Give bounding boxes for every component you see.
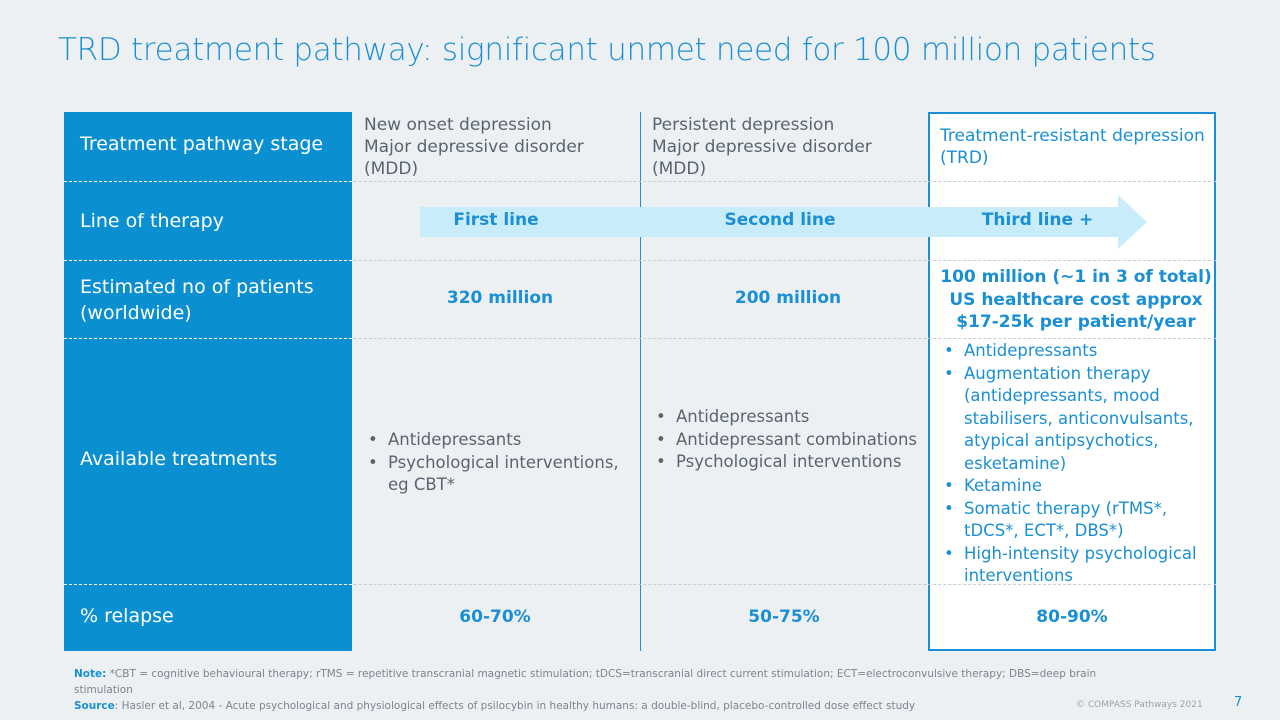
stage-persistent: Persistent depression Major depressive d…	[652, 114, 872, 180]
row-divider	[64, 260, 352, 261]
row-divider	[64, 584, 352, 585]
row-label-patients: Estimated no of patients (worldwide)	[80, 276, 314, 324]
relapse-trd: 80-90%	[1036, 607, 1108, 627]
stage-line: Persistent depression	[652, 115, 835, 135]
line-first: First line	[453, 210, 539, 230]
page-title: TRD treatment pathway: significant unmet…	[58, 32, 1156, 68]
relapse-first: 60-70%	[459, 607, 531, 627]
treatment-item: Antidepressants	[652, 406, 922, 429]
source-text: : Hasler et al, 2004 - Acute psychologic…	[114, 700, 916, 712]
patients-trd: 100 million (~1 in 3 of total) US health…	[938, 266, 1214, 334]
row-divider	[64, 584, 1216, 585]
treatment-item: Augmentation therapy (antidepressants, m…	[940, 363, 1212, 476]
note-text: *CBT = cognitive behavioural therapy; rT…	[74, 668, 1097, 696]
treatment-item: Ketamine	[940, 475, 1212, 498]
footnote: Note: *CBT = cognitive behavioural thera…	[74, 666, 1154, 698]
source-label: Source	[74, 700, 115, 712]
patients-line: US healthcare cost approx	[949, 289, 1203, 310]
row-label-line: Line of therapy	[80, 210, 224, 232]
note-label: Note:	[74, 668, 107, 680]
column-divider	[640, 112, 641, 651]
stage-line: (MDD)	[652, 159, 707, 179]
therapy-progression-arrow	[420, 195, 1147, 249]
copyright: © COMPASS Pathways 2021	[1076, 700, 1203, 710]
patients-second: 200 million	[734, 288, 842, 308]
row-label-stage: Treatment pathway stage	[80, 133, 324, 155]
row-divider	[64, 181, 352, 182]
treatment-item: Psychological interventions, eg CBT*	[364, 452, 639, 497]
row-header-column	[64, 112, 352, 651]
treatment-item: Antidepressants	[940, 340, 1212, 363]
line-second: Second line	[724, 210, 836, 230]
page-number: 7	[1234, 695, 1243, 710]
stage-line: (MDD)	[364, 159, 419, 179]
relapse-second: 50-75%	[748, 607, 820, 627]
treatment-item: Psychological interventions	[652, 451, 922, 474]
stage-line: (TRD)	[940, 148, 989, 168]
stage-new-onset: New onset depression Major depressive di…	[364, 114, 584, 180]
patients-line: 100 million (~1 in 3 of total)	[940, 267, 1212, 287]
row-label-treatments: Available treatments	[80, 448, 278, 470]
patients-line: $17-25k per patient/year	[956, 312, 1196, 332]
row-divider	[64, 338, 352, 339]
stage-line: Treatment-resistant depression	[940, 126, 1205, 146]
treatment-item: Antidepressants	[364, 429, 639, 452]
treatments-second: Antidepressants Antidepressant combinati…	[652, 406, 922, 474]
source: Source: Hasler et al, 2004 - Acute psych…	[74, 698, 1154, 714]
patients-first: 320 million	[446, 288, 554, 308]
stage-line: New onset depression	[364, 115, 552, 135]
row-divider	[64, 260, 1216, 261]
stage-line: Major depressive disorder	[652, 137, 872, 157]
treatments-trd: Antidepressants Augmentation therapy (an…	[940, 340, 1212, 588]
row-label-relapse: % relapse	[80, 605, 174, 627]
treatment-item: Antidepressant combinations	[652, 429, 922, 452]
stage-line: Major depressive disorder	[364, 137, 584, 157]
row-divider	[64, 338, 1216, 339]
treatment-item: High-intensity psychological interventio…	[940, 543, 1212, 588]
line-third: Third line +	[981, 210, 1094, 230]
stage-trd: Treatment-resistant depression (TRD)	[940, 125, 1205, 169]
treatment-item: Somatic therapy (rTMS*, tDCS*, ECT*, DBS…	[940, 498, 1212, 543]
row-divider	[64, 181, 1216, 182]
treatments-first: Antidepressants Psychological interventi…	[364, 429, 639, 497]
